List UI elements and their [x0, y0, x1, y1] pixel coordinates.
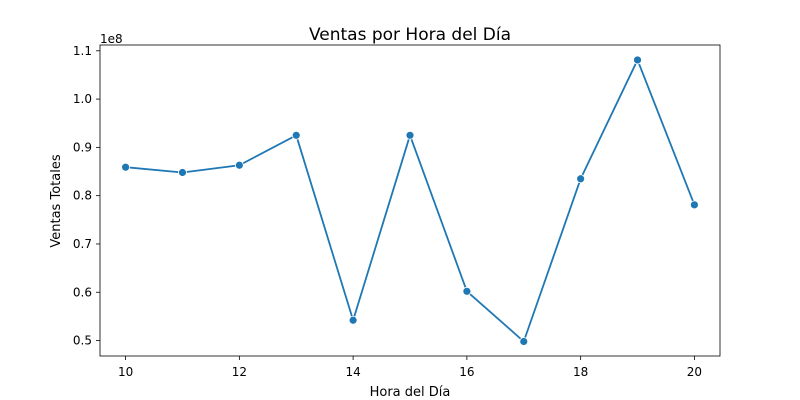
y-tick-label: 0.5: [73, 334, 92, 348]
data-point: [633, 55, 642, 65]
y-tick-label: 0.8: [73, 189, 92, 203]
data-point: [462, 286, 472, 296]
x-tick-label: 18: [573, 365, 588, 379]
data-point: [291, 130, 301, 140]
x-tick-label: 14: [345, 365, 360, 379]
y-tick-label: 1.0: [73, 92, 92, 106]
data-point: [234, 160, 244, 170]
chart-title: Ventas por Hora del Día: [309, 25, 511, 45]
y-tick-label: 0.6: [73, 285, 92, 299]
y-tick-label: 0.7: [73, 237, 92, 251]
y-tick-label: 1.1: [73, 44, 92, 58]
data-point: [690, 200, 699, 210]
x-axis-label: Hora del Día: [370, 385, 451, 400]
y-tick-label: 0.9: [73, 140, 92, 154]
y-axis-label: Ventas Totales: [49, 154, 64, 247]
data-point: [348, 315, 358, 325]
data-point: [121, 162, 130, 172]
x-tick-label: 16: [459, 365, 474, 379]
y-axis-offset-label: 1e8: [100, 32, 123, 46]
data-point: [576, 174, 586, 184]
series-line: [125, 59, 696, 343]
x-tick-label: 12: [232, 365, 247, 379]
data-point: [178, 168, 187, 177]
plot-frame: [99, 44, 721, 357]
x-tick-label: 20: [687, 365, 702, 379]
data-point: [405, 130, 415, 140]
data-point: [519, 337, 529, 346]
x-tick-label: 10: [118, 365, 133, 379]
plot-area: 10 12 14 16 18 20 0.5 0.6 0.7 0.8 0.9 1.0 1.1: [73, 44, 721, 379]
